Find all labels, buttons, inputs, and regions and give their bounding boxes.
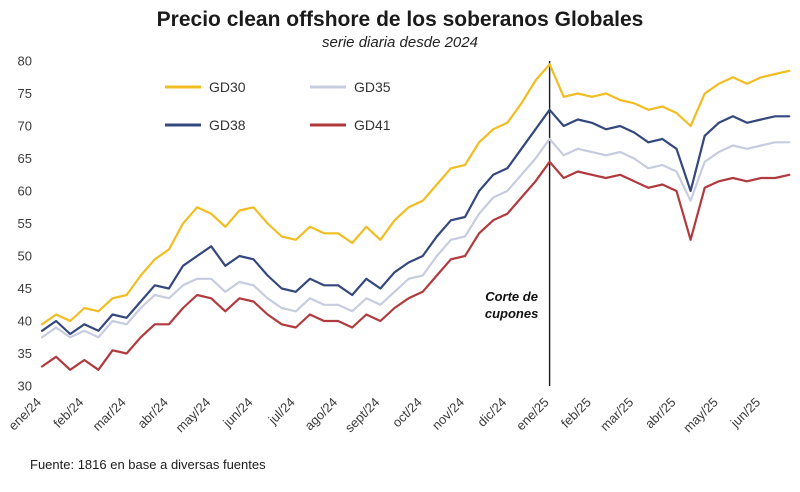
y-tick-label: 60 — [18, 184, 32, 199]
y-tick-label: 35 — [18, 346, 32, 361]
x-tick-label: may/25 — [680, 395, 721, 436]
line-chart: 30 35 40 45 50 55 60 65 70 75 80 ene/24 feb/24 mar/24… — [5, 54, 791, 436]
page-subtitle: serie diaria desde 2024 — [322, 34, 478, 51]
y-tick-label: 65 — [18, 151, 32, 166]
page-title: Precio clean offshore de los soberanos G… — [156, 8, 644, 31]
x-tick-label: ago/24 — [301, 395, 340, 434]
legend-item-GD35: GD35 — [310, 79, 391, 95]
x-tick-label: abr/24 — [134, 395, 171, 432]
x-tick-label: jul/24 — [265, 395, 298, 428]
y-tick-label: 45 — [18, 281, 32, 296]
legend-label-GD35: GD35 — [354, 79, 391, 95]
y-tick-label: 30 — [18, 379, 32, 394]
source-note: Fuente: 1816 en base a diversas fuentes — [30, 457, 266, 472]
legend-item-GD38: GD38 — [165, 117, 246, 133]
x-tick-label: ene/25 — [513, 395, 552, 434]
x-tick-label: oct/24 — [389, 395, 425, 431]
series-line-GD38 — [40, 108, 791, 336]
legend-label-GD38: GD38 — [209, 117, 246, 133]
x-tick-label: sept/24 — [342, 395, 383, 436]
event-annotation-line1: Corte de — [485, 289, 538, 304]
y-tick-label: 70 — [18, 119, 32, 134]
x-tick-label: feb/25 — [558, 395, 594, 431]
series-line-GD41 — [40, 160, 791, 371]
x-tick-label: may/24 — [173, 395, 214, 436]
x-tick-label: feb/24 — [50, 395, 86, 431]
series-line-GD30 — [40, 63, 791, 326]
legend-label-GD30: GD30 — [209, 79, 246, 95]
x-tick-label: mar/25 — [597, 395, 636, 434]
event-annotation-line2: cupones — [485, 306, 538, 321]
y-tick-label: 50 — [18, 249, 32, 264]
y-tick-label: 40 — [18, 314, 32, 329]
legend-item-GD30: GD30 — [165, 79, 246, 95]
legend-label-GD41: GD41 — [354, 117, 391, 133]
legend-item-GD41: GD41 — [310, 117, 391, 133]
y-tick-label: 80 — [18, 54, 32, 69]
y-tick-label: 75 — [18, 86, 32, 101]
y-tick-label: 55 — [18, 216, 32, 231]
x-tick-label: dic/24 — [474, 395, 509, 430]
x-tick-label: ene/24 — [5, 395, 44, 434]
x-tick-label: mar/24 — [89, 395, 128, 434]
x-tick-label: jun/25 — [727, 395, 763, 431]
x-tick-label: nov/24 — [429, 395, 467, 433]
series-line-GD35 — [40, 137, 791, 339]
x-tick-label: jun/24 — [219, 395, 255, 431]
x-tick-label: abr/25 — [642, 395, 679, 432]
